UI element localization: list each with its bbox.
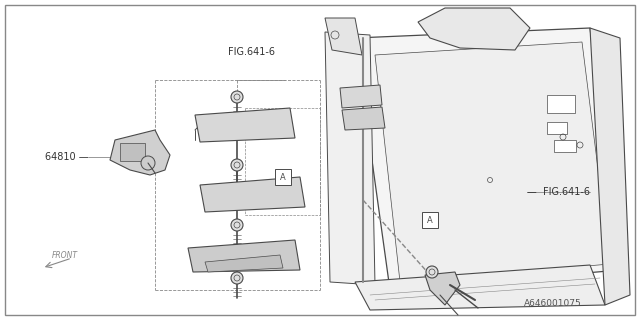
- Bar: [422, 212, 438, 228]
- Polygon shape: [188, 240, 300, 272]
- Text: FIG.641-6: FIG.641-6: [228, 47, 275, 57]
- Circle shape: [141, 156, 155, 170]
- Bar: [554, 140, 576, 152]
- Polygon shape: [205, 255, 283, 272]
- Bar: [547, 95, 575, 113]
- Circle shape: [231, 91, 243, 103]
- Bar: [547, 122, 567, 134]
- Text: A: A: [280, 172, 286, 181]
- Text: —  FIG.641-6: — FIG.641-6: [527, 187, 590, 197]
- Polygon shape: [200, 177, 305, 212]
- Polygon shape: [110, 130, 170, 175]
- Circle shape: [426, 266, 438, 278]
- Polygon shape: [375, 42, 610, 282]
- Circle shape: [231, 272, 243, 284]
- Polygon shape: [418, 8, 530, 50]
- Polygon shape: [425, 272, 460, 305]
- Text: A646001075: A646001075: [524, 299, 582, 308]
- Polygon shape: [342, 107, 385, 130]
- Polygon shape: [355, 265, 605, 310]
- Polygon shape: [195, 108, 295, 142]
- Polygon shape: [325, 18, 362, 55]
- Text: 64810 —: 64810 —: [45, 152, 88, 162]
- Text: FRONT: FRONT: [52, 251, 78, 260]
- Polygon shape: [340, 85, 382, 108]
- Circle shape: [231, 219, 243, 231]
- Circle shape: [231, 159, 243, 171]
- Polygon shape: [325, 32, 375, 285]
- Polygon shape: [590, 28, 630, 305]
- Bar: [120, 143, 145, 161]
- Text: A: A: [427, 215, 433, 225]
- Polygon shape: [355, 28, 620, 290]
- Bar: [275, 169, 291, 185]
